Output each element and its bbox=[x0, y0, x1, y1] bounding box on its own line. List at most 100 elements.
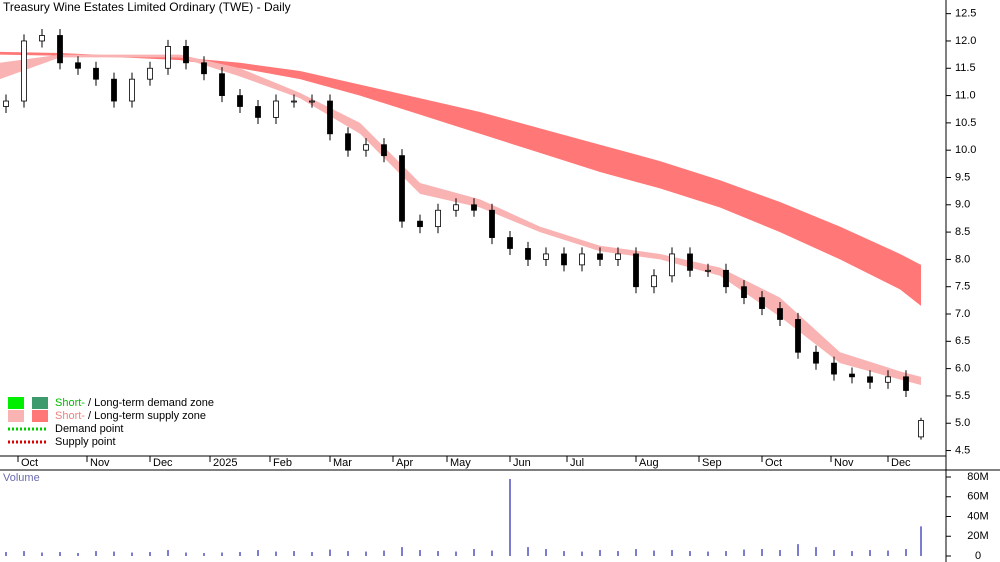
volume-bar bbox=[905, 549, 907, 556]
y-tick-label: 4.5 bbox=[955, 444, 970, 456]
candle-body bbox=[633, 253, 639, 288]
candle-body bbox=[489, 209, 495, 238]
volume-bar bbox=[23, 551, 25, 556]
volume-bar bbox=[41, 552, 43, 556]
volume-bar bbox=[185, 552, 187, 556]
volume-bar bbox=[671, 550, 673, 556]
volume-bar bbox=[365, 551, 367, 556]
y-tick-label: 7.5 bbox=[955, 281, 970, 293]
candle-body bbox=[219, 73, 225, 96]
legend-label: Demand point bbox=[55, 423, 124, 435]
volume-bar bbox=[347, 551, 349, 556]
volume-bars bbox=[5, 478, 922, 556]
volume-bar bbox=[851, 551, 853, 556]
volume-bar bbox=[311, 552, 313, 556]
y-tick-label: 9.5 bbox=[955, 171, 970, 183]
candle-body bbox=[507, 237, 513, 249]
volume-bar bbox=[725, 551, 727, 556]
legend-swatch bbox=[8, 410, 24, 422]
legend-swatch bbox=[8, 397, 24, 409]
candle-body bbox=[345, 133, 351, 151]
candle-body bbox=[759, 297, 765, 309]
candle-body bbox=[597, 253, 603, 260]
candle-body bbox=[93, 67, 99, 80]
candle-body bbox=[417, 220, 423, 228]
volume-bar bbox=[491, 550, 493, 556]
x-tick-label: Apr bbox=[396, 457, 413, 469]
y-tick-label: 11.5 bbox=[955, 62, 976, 74]
legend-label: Short- / Long-term supply zone bbox=[55, 410, 206, 422]
x-tick-label: Nov bbox=[834, 457, 854, 469]
volume-bar bbox=[329, 549, 331, 556]
candle-body bbox=[471, 204, 477, 211]
volume-tick-label: 0 bbox=[975, 550, 981, 562]
candle-body bbox=[309, 100, 315, 103]
legend-label: Supply point bbox=[55, 436, 116, 448]
volume-bar bbox=[203, 553, 205, 556]
legend-short: Short- bbox=[55, 397, 85, 409]
y-tick-label: 10.0 bbox=[955, 144, 976, 156]
volume-bar bbox=[95, 551, 97, 556]
volume-tick-label: 40M bbox=[967, 510, 988, 522]
y-tick-label: 5.5 bbox=[955, 390, 970, 402]
volume-bar bbox=[635, 549, 637, 556]
volume-bar bbox=[167, 550, 169, 556]
candle-body bbox=[21, 40, 27, 102]
y-tick-label: 9.0 bbox=[955, 199, 970, 211]
candle-body bbox=[615, 253, 621, 260]
x-tick-label: Dec bbox=[153, 457, 173, 469]
volume-bar bbox=[293, 551, 295, 556]
candle-body bbox=[255, 106, 261, 118]
candle-body bbox=[39, 35, 45, 42]
candle-body bbox=[918, 420, 924, 438]
volume-bar bbox=[383, 550, 385, 556]
candle-body bbox=[111, 78, 117, 102]
volume-bar bbox=[743, 549, 745, 556]
volume-bar bbox=[920, 526, 922, 556]
y-tick-label: 6.0 bbox=[955, 363, 970, 375]
candle-body bbox=[57, 35, 63, 64]
volume-bar bbox=[581, 551, 583, 556]
volume-bar bbox=[131, 552, 133, 556]
volume-label: Volume bbox=[3, 472, 40, 484]
chart-title: Treasury Wine Estates Limited Ordinary (… bbox=[3, 0, 291, 14]
candle-body bbox=[543, 253, 549, 260]
volume-bar bbox=[599, 550, 601, 556]
x-tick-label: 2025 bbox=[213, 457, 237, 469]
volume-bar bbox=[257, 550, 259, 556]
volume-bar bbox=[869, 550, 871, 556]
candle-body bbox=[525, 248, 531, 260]
y-tick-label: 10.5 bbox=[955, 117, 976, 129]
y-tick-label: 5.0 bbox=[955, 417, 970, 429]
band bbox=[0, 54, 921, 386]
x-tick-label: May bbox=[450, 457, 471, 469]
candle-body bbox=[669, 253, 675, 277]
candles bbox=[3, 28, 924, 440]
volume-bar bbox=[77, 553, 79, 556]
volume-bar bbox=[761, 549, 763, 556]
volume-bar bbox=[473, 549, 475, 556]
candle-body bbox=[651, 275, 657, 288]
volume-bar bbox=[653, 550, 655, 556]
candle-body bbox=[795, 319, 801, 353]
x-tick-label: Feb bbox=[273, 457, 292, 469]
volume-bar bbox=[617, 551, 619, 556]
bands bbox=[0, 51, 921, 386]
candle-body bbox=[75, 62, 81, 69]
y-tick-label: 7.0 bbox=[955, 308, 970, 320]
candle-body bbox=[363, 144, 369, 151]
volume-bar bbox=[149, 552, 151, 556]
legend-short: Short- bbox=[55, 410, 85, 422]
candle-body bbox=[831, 362, 837, 375]
candle-body bbox=[201, 62, 207, 75]
candle-body bbox=[147, 67, 153, 80]
legend-rest: / Long-term demand zone bbox=[85, 397, 214, 409]
candle-body bbox=[453, 204, 459, 211]
volume-bar bbox=[59, 552, 61, 556]
x-tick-label: Mar bbox=[333, 457, 352, 469]
y-tick-label: 6.5 bbox=[955, 335, 970, 347]
volume-bar bbox=[419, 550, 421, 556]
